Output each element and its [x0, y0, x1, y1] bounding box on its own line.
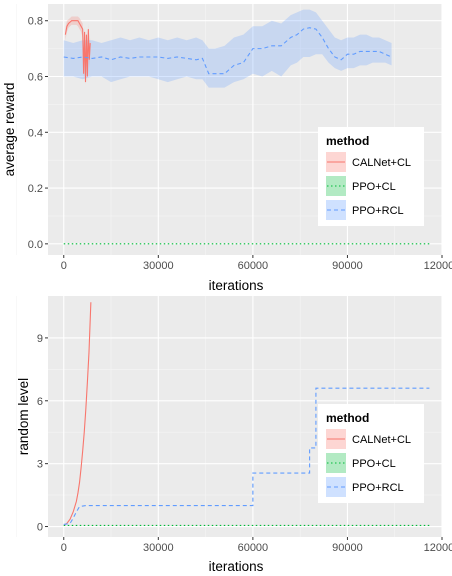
- legend-title: method: [326, 411, 369, 425]
- x-axis-title: iterations: [209, 278, 264, 293]
- x-tick-label: 60000: [238, 260, 269, 272]
- legend: method CALNet+CL PPO+CL PPO+RCL: [318, 127, 424, 226]
- series-line-calnet-cl: [63, 302, 92, 526]
- y-tick-label: 9: [37, 333, 43, 345]
- legend: method CALNet+CL PPO+CL PPO+RCL: [318, 404, 424, 503]
- data-layer: [63, 302, 430, 527]
- x-tick-label: 60000: [238, 542, 269, 554]
- legend-label: PPO+RCL: [352, 205, 404, 217]
- series-line-ppo-rcl: [63, 27, 392, 75]
- y-tick-label: 0.2: [28, 183, 43, 195]
- series-band-calnet-cl: [65, 16, 91, 85]
- x-tick-label: 0: [61, 260, 67, 272]
- series-line-calnet-cl: [64, 20, 91, 83]
- y-tick-label: 6: [37, 396, 43, 408]
- x-tick-label: 90000: [332, 260, 363, 272]
- y-axis-title: average reward: [2, 83, 17, 177]
- legend-label: PPO+CL: [352, 181, 396, 193]
- legend-label: PPO+CL: [352, 458, 396, 470]
- legend-label: CALNet+CL: [352, 434, 411, 446]
- x-tick-label: 30000: [143, 542, 174, 554]
- y-tick-label: 0.4: [28, 127, 43, 139]
- legend-label: CALNet+CL: [352, 157, 411, 169]
- y-tick-label: 3: [37, 459, 43, 471]
- data-layer: [63, 9, 430, 245]
- x-axis-title: iterations: [209, 559, 264, 574]
- series-line-ppo-rcl: [63, 387, 430, 525]
- series-band-ppo-rcl: [63, 9, 392, 88]
- y-tick-label: 0.8: [28, 16, 43, 28]
- x-tick-label: 0: [61, 542, 67, 554]
- y-tick-label: 0.6: [28, 72, 43, 84]
- x-tick-label: 30000: [143, 260, 174, 272]
- y-tick-label: 0.0: [28, 239, 43, 251]
- legend-label: PPO+RCL: [352, 482, 404, 494]
- y-axis-title: random level: [16, 378, 31, 455]
- y-tick-label: 0: [37, 522, 43, 534]
- x-tick-label: 90000: [332, 542, 363, 554]
- legend-title: method: [326, 134, 369, 148]
